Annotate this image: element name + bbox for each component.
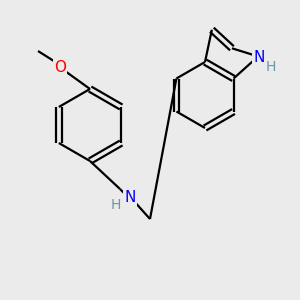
Text: H: H (266, 60, 276, 74)
Text: N: N (254, 50, 265, 65)
Text: N: N (124, 190, 136, 205)
Text: H: H (111, 198, 121, 212)
Text: O: O (54, 59, 66, 74)
